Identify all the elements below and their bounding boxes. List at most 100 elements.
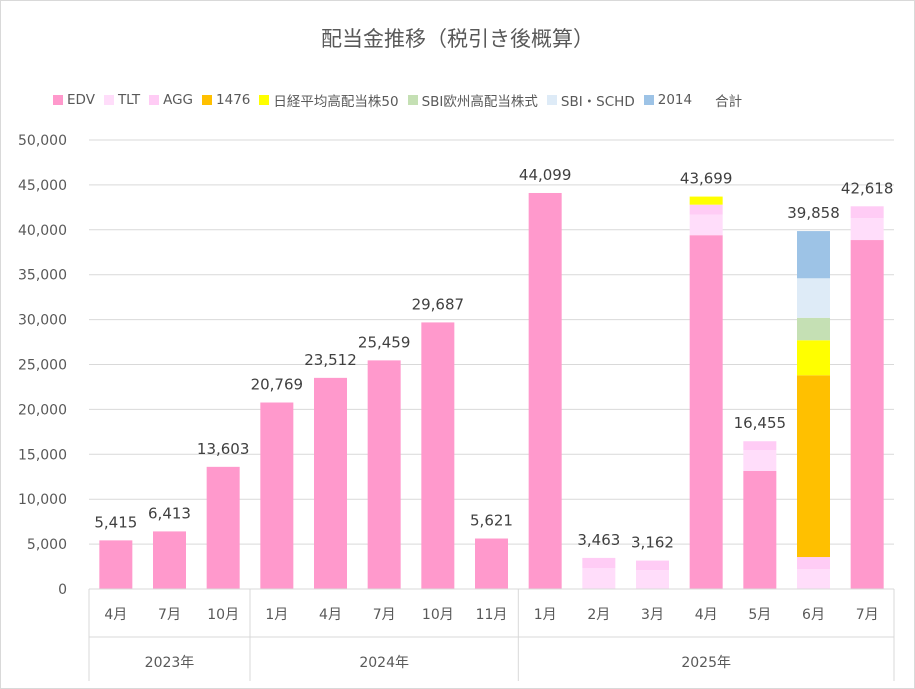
bar-segment: [797, 557, 830, 570]
bar-segment: [797, 317, 830, 341]
bar-segment: [260, 402, 294, 589]
legend-item: SBI欧州高配当株式: [407, 90, 538, 110]
bar-segment: [206, 466, 240, 589]
data-label: 39,858: [787, 204, 840, 222]
bar-segment: [367, 360, 401, 589]
y-tick-label: 45,000: [18, 178, 67, 194]
legend-label: 日経平均高配当株50: [273, 94, 399, 110]
x-tick-label: 5月: [748, 607, 771, 623]
year-group-label: 2024年: [359, 655, 409, 671]
bar-segment: [689, 204, 723, 215]
bar-segment: [850, 206, 884, 219]
data-label: 13,603: [197, 440, 250, 458]
legend-label: 1476: [216, 92, 251, 108]
y-tick-label: 10,000: [18, 492, 67, 508]
data-label: 5,415: [94, 513, 137, 531]
bar-segment: [797, 340, 830, 376]
x-tick-label: 11月: [476, 607, 508, 623]
bar-segment: [797, 569, 830, 589]
legend-item: 日経平均高配当株50: [259, 90, 399, 110]
bar-segment: [582, 567, 616, 589]
bar-segment: [797, 278, 830, 318]
legend: EDV TLT AGG 1476 日経平均高配当株50 SBI欧州高配当株式 SBI・SCH…: [53, 90, 742, 110]
legend-label: 2014: [657, 92, 693, 108]
bar-segment: [153, 531, 186, 589]
bar-segment: [528, 192, 562, 590]
bar-segment: [797, 375, 830, 558]
y-tick-label: 50,000: [18, 133, 67, 149]
data-label: 6,413: [148, 504, 191, 522]
legend-swatch: [546, 95, 557, 105]
bar-segment: [689, 214, 723, 236]
bar-segment: [743, 441, 777, 450]
x-tick-label: 2月: [587, 607, 610, 623]
y-tick-label: 40,000: [18, 223, 67, 239]
data-label: 25,459: [358, 333, 411, 351]
x-tick-label: 7月: [856, 607, 879, 623]
data-label: 3,162: [631, 534, 674, 552]
x-tick-label: 4月: [104, 607, 127, 623]
x-tick-label: 10月: [422, 607, 454, 623]
bar-segment: [636, 560, 669, 571]
legend-item: TLT: [103, 90, 141, 110]
legend-swatch: [103, 95, 114, 105]
x-tick-label: 3月: [641, 607, 664, 623]
x-tick-label: 7月: [373, 607, 396, 623]
year-group-label: 2023年: [145, 655, 195, 671]
bar-segment: [475, 538, 508, 589]
data-label: 23,512: [304, 351, 357, 369]
y-tick-label: 20,000: [18, 402, 67, 418]
bar-segment: [743, 449, 777, 472]
data-label: 29,687: [412, 295, 465, 313]
x-tick-label: 1月: [265, 607, 288, 623]
data-label: 20,769: [251, 375, 304, 393]
legend-item: AGG: [149, 90, 193, 110]
bar-segment: [743, 471, 777, 589]
legend-label: EDV: [67, 92, 95, 108]
legend-label: SBI・SCHD: [560, 94, 635, 110]
legend-item: 1476: [202, 90, 250, 110]
bar-segment: [689, 235, 723, 590]
bar-segment: [689, 196, 723, 205]
bar-segment: [850, 240, 884, 589]
bar-segment: [797, 231, 830, 279]
bar-segment: [582, 557, 616, 568]
legend-item: 2014: [643, 90, 693, 110]
x-tick-label: 4月: [695, 607, 718, 623]
data-label: 3,463: [577, 531, 620, 549]
bar-segment: [421, 322, 455, 589]
chart-title: 配当金推移（税引き後概算）: [321, 27, 594, 51]
legend-label: AGG: [163, 92, 194, 108]
y-tick-label: 30,000: [18, 313, 67, 329]
data-label: 5,621: [470, 512, 513, 530]
legend-swatch: [202, 95, 213, 105]
legend-swatch: [407, 95, 418, 105]
y-tick-label: 0: [58, 582, 67, 598]
legend-swatch: [643, 95, 654, 105]
year-group-label: 2025年: [681, 655, 731, 671]
legend-swatch: [259, 95, 270, 105]
x-tick-label: 1月: [534, 607, 557, 623]
data-label: 16,455: [734, 414, 787, 432]
x-tick-label: 7月: [158, 607, 181, 623]
legend-swatch: [149, 95, 160, 105]
x-tick-label: 10月: [207, 607, 239, 623]
bar-segment: [636, 570, 669, 589]
x-tick-label: 6月: [802, 607, 825, 623]
y-tick-label: 25,000: [18, 358, 67, 374]
y-tick-label: 5,000: [27, 537, 67, 553]
bar-segment: [314, 377, 347, 589]
legend-item: SBI・SCHD: [546, 90, 635, 110]
legend-label: TLT: [117, 92, 141, 108]
y-tick-label: 15,000: [18, 447, 67, 463]
legend-item: EDV: [53, 90, 95, 110]
legend-label: SBI欧州高配当株式: [421, 94, 538, 110]
data-label: 43,699: [680, 170, 733, 188]
legend-item-total: 合計: [715, 94, 743, 110]
legend-swatch: [53, 95, 63, 105]
bar-segment: [850, 218, 884, 241]
y-tick-label: 35,000: [18, 268, 67, 284]
x-tick-label: 4月: [319, 607, 342, 623]
